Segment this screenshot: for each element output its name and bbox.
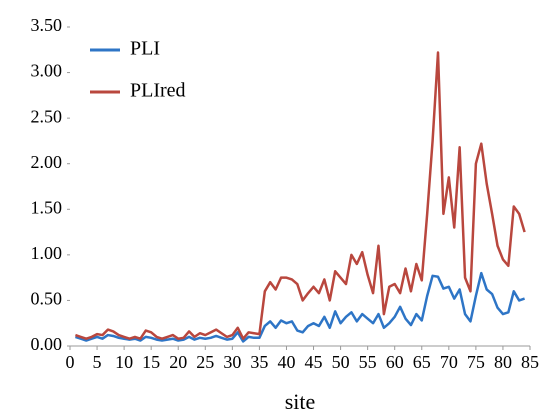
x-tick-label: 75 xyxy=(467,352,485,372)
y-tick-label: 3.00 xyxy=(31,61,63,81)
x-tick-label: 40 xyxy=(277,352,295,372)
x-tick-label: 85 xyxy=(521,352,539,372)
y-tick-label: 1.00 xyxy=(31,243,63,263)
legend-label: PLIred xyxy=(130,80,186,102)
y-tick-label: 0.50 xyxy=(31,289,63,309)
x-tick-label: 65 xyxy=(413,352,431,372)
x-axis-label: site xyxy=(285,389,316,414)
x-tick-label: 50 xyxy=(332,352,350,372)
x-tick-label: 35 xyxy=(250,352,268,372)
series-line xyxy=(75,271,525,343)
x-tick-label: 45 xyxy=(305,352,323,372)
x-tick-label: 70 xyxy=(440,352,458,372)
x-tick-label: 10 xyxy=(115,352,133,372)
y-tick-label: 3.50 xyxy=(31,15,63,35)
y-tick-label: 1.50 xyxy=(31,197,63,217)
x-tick-label: 30 xyxy=(223,352,241,372)
y-tick-label: 0.00 xyxy=(31,334,63,354)
x-tick-label: 60 xyxy=(386,352,404,372)
x-tick-label: 15 xyxy=(142,352,160,372)
y-tick-label: 2.00 xyxy=(31,152,63,172)
x-tick-label: 80 xyxy=(494,352,512,372)
legend-label: PLI xyxy=(130,38,160,60)
x-tick-label: 20 xyxy=(169,352,187,372)
x-tick-label: 5 xyxy=(93,352,102,372)
y-tick-label: 2.50 xyxy=(31,106,63,126)
x-tick-label: 55 xyxy=(359,352,377,372)
series-line xyxy=(75,51,526,340)
x-tick-label: 25 xyxy=(196,352,214,372)
x-tick-label: 0 xyxy=(66,352,75,372)
